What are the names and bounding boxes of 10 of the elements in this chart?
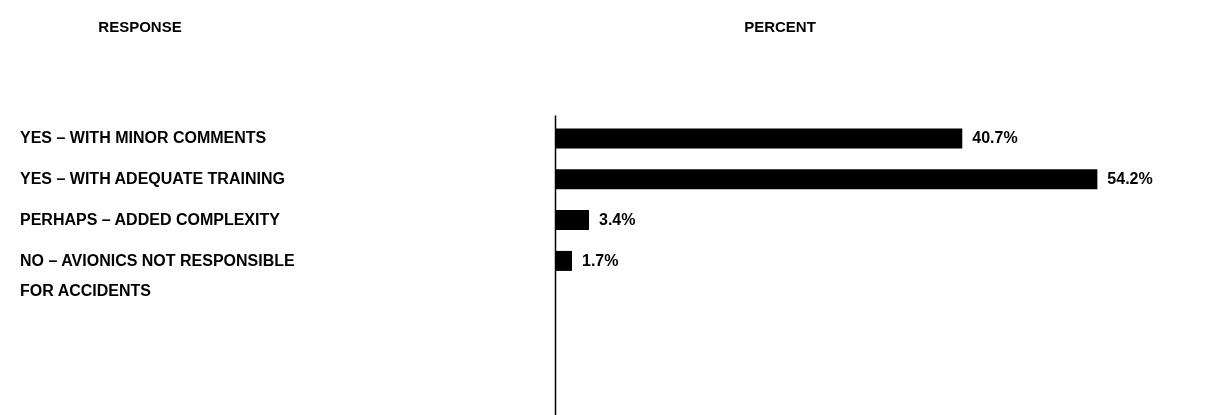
y-tick-label: YES – WITH MINOR COMMENTS (20, 129, 267, 147)
data-label: 54.2% (1107, 170, 1153, 188)
text: PERCENT (744, 18, 816, 35)
y-tick-label: YES – WITH ADEQUATE TRAINING (20, 170, 285, 188)
data-label: 3.4% (599, 211, 636, 229)
data-label: 40.7% (972, 129, 1018, 147)
text: RESPONSE (98, 18, 182, 35)
y-tick-label: PERHAPS – ADDED COMPLEXITY (20, 211, 281, 229)
y-tick-label: NO – AVIONICS NOT RESPONSIBLE FOR ACCIDENTS (20, 251, 296, 299)
data-label: 1.7% (582, 251, 619, 269)
